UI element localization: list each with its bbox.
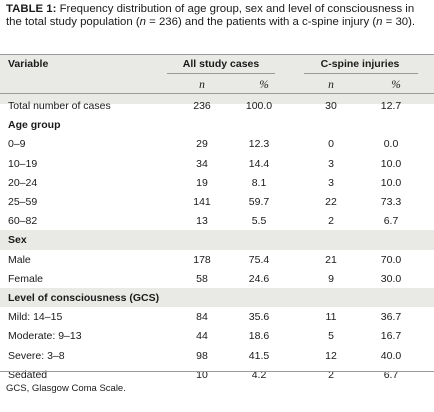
table-row-p2: 30.0 [380,272,402,285]
table-row-label: 0–9 [8,138,26,151]
table-row-n1: 10 [196,368,208,381]
header-n-all: n [199,79,205,91]
header-pct-all: % [259,79,269,91]
table-row-n1: 58 [196,272,208,285]
header-variable: Variable [8,58,49,70]
table-row-p2: 0.0 [383,138,399,151]
table-row-n1: 34 [196,157,208,170]
table-row-p1: 59.7 [248,196,270,208]
section-title: Sex [8,234,27,247]
table-row-p1: 35.6 [248,311,270,324]
table-footnote: GCS, Glasgow Coma Scale. [6,383,126,394]
table-row-label: Male [8,253,31,266]
header-top-rule [0,54,434,55]
caption-text-2: = 236) and the patients with a c-spine i… [145,16,377,28]
table-row-p2: 6.7 [383,215,399,228]
table-row-n2: 9 [328,272,334,285]
table-row-n1: 44 [196,330,208,343]
header-all-cases: All study cases [182,58,260,70]
table-row-p1: 14.4 [248,157,270,170]
table-row-label: Female [8,272,44,285]
table-row-label: Mild: 14–15 [8,311,63,324]
table-row-n2: 22 [325,196,337,208]
header-pct-cspine: % [391,79,401,91]
table-row-n2: 12 [325,349,337,362]
table-caption: TABLE 1: Frequency distribution of age g… [6,3,430,29]
table-row-p2: 40.0 [380,349,402,362]
caption-text-1: Frequency distribution of age group, sex… [6,3,415,28]
section-band [0,288,434,308]
table-row-p2: 73.3 [380,196,402,208]
table-row-n1: 19 [196,176,208,189]
header-bottom-rule [0,93,434,94]
total-row-p2: 12.7 [380,100,402,112]
table-bottom-rule [0,371,434,372]
table-row-n2: 3 [328,176,334,189]
table-row-label: 10–19 [8,157,38,170]
table-row-n2: 5 [328,330,334,343]
table-row-n1: 141 [193,196,211,208]
caption-label: TABLE 1: [6,3,57,15]
table-row-n2: 3 [328,157,334,170]
table-row-n1: 98 [196,349,208,362]
header-cspine-rule [304,73,418,74]
header-cspine: C-spine injuries [320,58,400,70]
table-row-label: 20–24 [8,176,38,189]
table-row-p1: 5.5 [251,215,267,228]
table-header [0,54,434,104]
section-band [0,230,434,250]
table-row-p2: 10.0 [380,157,402,170]
table-row-p2: 16.7 [380,330,402,343]
table-row-n2: 0 [328,138,334,151]
table-row-p1: 75.4 [248,253,270,266]
table-row-p2: 70.0 [380,253,402,266]
table-row-p2: 36.7 [380,311,402,324]
table-row-n1: 178 [193,253,211,266]
table-row-p1: 24.6 [248,272,270,285]
table-row-n1: 84 [196,311,208,324]
table-row-n1: 29 [196,138,208,151]
header-n-cspine: n [328,79,334,91]
table-row-label: Severe: 3–8 [8,349,65,362]
caption-n-2: n [376,16,383,28]
table-row-n2: 11 [325,311,337,324]
table-row-n2: 21 [325,253,337,266]
total-row-n2: 30 [325,100,337,112]
table-row-p1: 12.3 [248,138,270,151]
section-title: Age group [8,119,61,132]
table-row-n1: 13 [196,215,208,228]
table-row-p1: 41.5 [248,349,270,362]
caption-n-1: n [139,16,146,28]
total-row-p1: 100.0 [245,100,273,112]
table-row-p2: 10.0 [380,176,402,189]
table-row-p1: 8.1 [251,176,267,189]
table-row-label: 60–82 [8,215,38,228]
table-row-n2: 2 [328,215,334,228]
total-row-label: Total number of cases [8,100,111,112]
header-all-cases-rule [167,73,275,74]
total-row-n1: 236 [193,100,211,112]
table-row-n2: 2 [328,368,334,381]
table-row-p1: 18.6 [248,330,270,343]
section-title: Level of consciousness (GCS) [8,292,160,304]
table-row-label: Moderate: 9–13 [8,330,82,343]
caption-text-3: = 30). [382,16,416,28]
table-row-label: 25–59 [8,196,38,208]
